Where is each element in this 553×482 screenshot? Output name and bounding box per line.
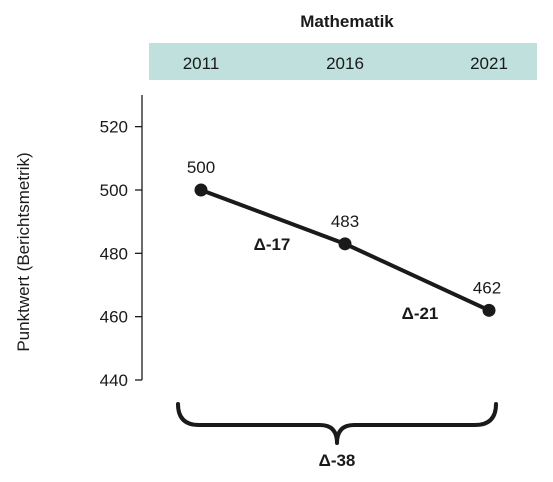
- x-tick-label: 2016: [326, 54, 364, 73]
- y-tick-label: 500: [100, 181, 128, 200]
- y-tick-label: 480: [100, 244, 128, 263]
- data-point: [194, 183, 208, 197]
- data-label: 500: [187, 158, 215, 177]
- data-point: [338, 237, 352, 251]
- chart-title: Mathematik: [300, 12, 394, 31]
- total-change-brace: [176, 402, 498, 445]
- delta-label-2016-2021: Δ-21: [402, 304, 439, 323]
- y-tick-label: 520: [100, 118, 128, 137]
- y-tick-label: 460: [100, 308, 128, 327]
- series: [194, 183, 496, 317]
- data-labels: 500 483 462: [187, 158, 501, 297]
- data-point: [482, 303, 496, 317]
- y-ticks: 440 460 480 500 520: [100, 118, 142, 390]
- x-tick-label: 2011: [183, 54, 220, 73]
- year-header-band: [149, 43, 537, 80]
- delta-label-total: Δ-38: [319, 451, 356, 470]
- x-tick-label: 2021: [470, 54, 508, 73]
- y-tick-label: 440: [100, 371, 128, 390]
- data-label: 483: [331, 212, 359, 231]
- data-label: 462: [473, 278, 501, 297]
- year-labels: 2011 2016 2021: [183, 54, 508, 73]
- y-axis-label: Punktwert (Berichtsmetrik): [14, 152, 33, 351]
- delta-label-2011-2016: Δ-17: [254, 235, 291, 254]
